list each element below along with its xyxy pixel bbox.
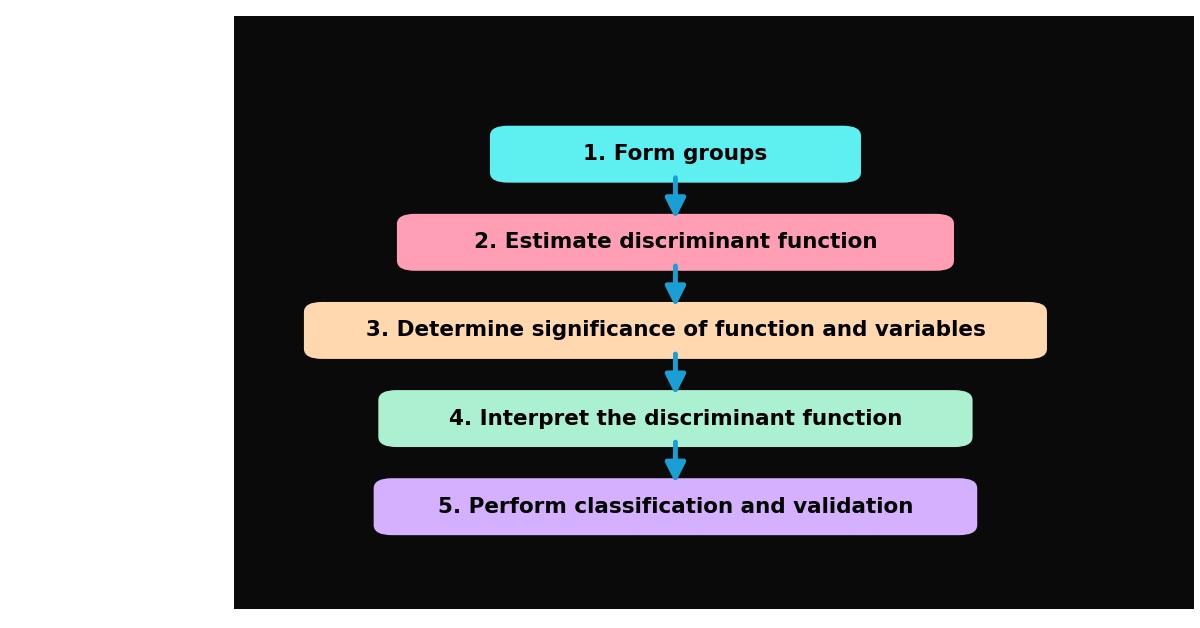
Text: 2. Estimate discriminant function: 2. Estimate discriminant function bbox=[474, 232, 877, 252]
FancyBboxPatch shape bbox=[379, 391, 971, 446]
Text: 4. Interpret the discriminant function: 4. Interpret the discriminant function bbox=[449, 409, 902, 428]
FancyBboxPatch shape bbox=[491, 127, 859, 181]
FancyBboxPatch shape bbox=[376, 480, 976, 534]
FancyBboxPatch shape bbox=[305, 303, 1045, 357]
Text: 1. Form groups: 1. Form groups bbox=[583, 144, 768, 164]
Text: 5. Perform classification and validation: 5. Perform classification and validation bbox=[438, 497, 913, 517]
FancyBboxPatch shape bbox=[398, 215, 953, 269]
Text: 3. Determine significance of function and variables: 3. Determine significance of function an… bbox=[366, 320, 985, 340]
